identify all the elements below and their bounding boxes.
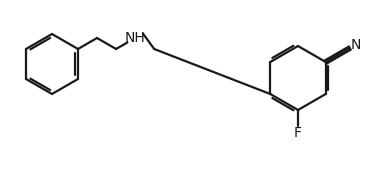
Text: F: F	[294, 126, 302, 140]
Text: N: N	[351, 38, 361, 52]
Text: NH: NH	[125, 31, 145, 45]
